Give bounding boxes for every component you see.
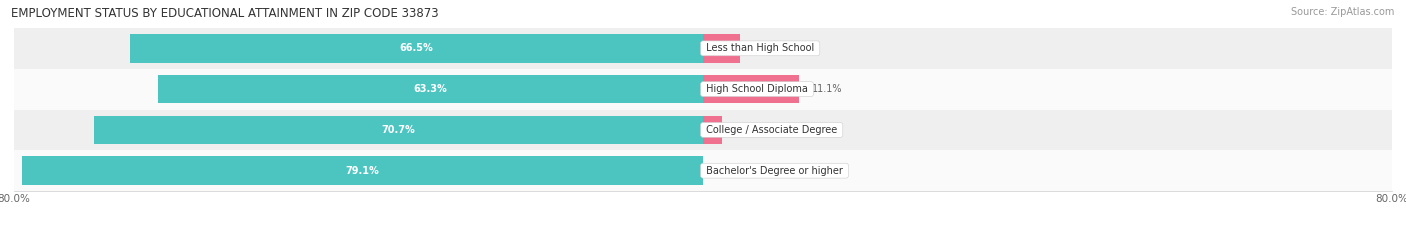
- Text: High School Diploma: High School Diploma: [703, 84, 811, 94]
- Text: 11.1%: 11.1%: [811, 84, 842, 94]
- Text: Bachelor's Degree or higher: Bachelor's Degree or higher: [703, 166, 846, 176]
- Bar: [14, 150, 1392, 191]
- Text: 0.0%: 0.0%: [716, 166, 741, 176]
- Bar: [14, 69, 1392, 110]
- Bar: [703, 116, 721, 144]
- Bar: [14, 28, 1392, 69]
- Text: 70.7%: 70.7%: [381, 125, 415, 135]
- Text: 79.1%: 79.1%: [346, 166, 380, 176]
- Bar: [157, 75, 703, 103]
- Bar: [703, 34, 740, 63]
- Text: Source: ZipAtlas.com: Source: ZipAtlas.com: [1291, 7, 1395, 17]
- Text: Less than High School: Less than High School: [703, 43, 817, 53]
- Text: 63.3%: 63.3%: [413, 84, 447, 94]
- Text: 2.2%: 2.2%: [735, 125, 759, 135]
- Text: 4.3%: 4.3%: [754, 43, 778, 53]
- Bar: [131, 34, 703, 63]
- Bar: [94, 116, 703, 144]
- Bar: [14, 110, 1392, 150]
- Text: EMPLOYMENT STATUS BY EDUCATIONAL ATTAINMENT IN ZIP CODE 33873: EMPLOYMENT STATUS BY EDUCATIONAL ATTAINM…: [11, 7, 439, 20]
- Text: 66.5%: 66.5%: [399, 43, 433, 53]
- Text: College / Associate Degree: College / Associate Degree: [703, 125, 841, 135]
- Bar: [22, 156, 703, 185]
- Bar: [703, 75, 799, 103]
